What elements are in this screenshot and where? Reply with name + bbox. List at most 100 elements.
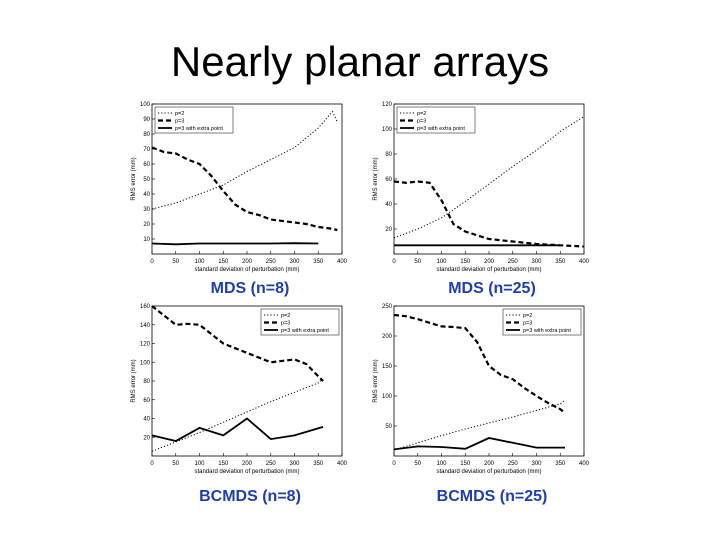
x-tick-label: 300 bbox=[289, 461, 300, 467]
x-tick-label: 150 bbox=[218, 461, 229, 467]
y-tick-label: 30 bbox=[143, 207, 150, 213]
x-tick-label: 100 bbox=[436, 461, 447, 467]
x-tick-label: 400 bbox=[579, 461, 590, 467]
y-tick-label: 40 bbox=[385, 202, 392, 208]
x-tick-label: 100 bbox=[194, 259, 205, 265]
x-axis-label: standard deviation of perturbation (mm) bbox=[436, 267, 541, 273]
y-tick-label: 120 bbox=[382, 102, 393, 108]
caption-bcmds-n8: BCMDS (n=8) bbox=[199, 488, 301, 505]
x-tick-label: 50 bbox=[414, 461, 421, 467]
y-axis-label: RMS error (mm) bbox=[131, 157, 137, 200]
y-tick-label: 120 bbox=[140, 342, 151, 348]
legend-label: p=2 bbox=[175, 111, 184, 117]
x-tick-label: 350 bbox=[313, 259, 324, 265]
y-tick-label: 250 bbox=[382, 304, 393, 310]
series-line-p-3 bbox=[393, 180, 585, 248]
x-tick-label: 0 bbox=[392, 259, 396, 265]
legend-label: p=2 bbox=[281, 313, 290, 319]
x-tick-label: 100 bbox=[194, 461, 205, 467]
chart-svg: 0 50 100 150 200 250 300 350 400 20 40 60 80 100 120 st… bbox=[373, 102, 590, 273]
x-tick-label: 50 bbox=[414, 259, 421, 265]
x-tick-label: 50 bbox=[172, 461, 179, 467]
x-tick-label: 150 bbox=[460, 461, 471, 467]
y-tick-label: 100 bbox=[140, 102, 151, 108]
chart-bcmds-n25: 0 50 100 150 200 250 300 350 400 50 100 150 200 250 st… bbox=[370, 302, 600, 475]
chart-svg: 0 50 100 150 200 250 300 350 400 10 20 30 40 50 60 70 80… bbox=[131, 102, 348, 273]
x-tick-label: 400 bbox=[337, 461, 348, 467]
series-line-p-3-with-extra-point bbox=[151, 417, 324, 442]
x-tick-label: 300 bbox=[531, 461, 542, 467]
y-tick-label: 20 bbox=[143, 222, 150, 228]
y-tick-label: 60 bbox=[385, 177, 392, 183]
y-tick-label: 70 bbox=[143, 147, 150, 153]
legend-label: p=2 bbox=[417, 111, 426, 117]
y-axis-label: RMS error (mm) bbox=[373, 359, 379, 402]
y-tick-label: 50 bbox=[385, 424, 392, 430]
x-axis-label: standard deviation of perturbation (mm) bbox=[436, 469, 541, 475]
legend-label: p=3 bbox=[417, 119, 426, 125]
chart-svg: 0 50 100 150 200 250 300 350 400 20 40 60 80 100 120 14… bbox=[131, 304, 348, 475]
x-tick-label: 400 bbox=[337, 259, 348, 265]
y-tick-label: 150 bbox=[382, 364, 393, 370]
legend-label: p=3 with extra point bbox=[281, 328, 329, 334]
x-tick-label: 150 bbox=[460, 259, 471, 265]
y-axis-label: RMS error (mm) bbox=[373, 157, 379, 200]
caption-mds-n25: MDS (n=25) bbox=[448, 280, 536, 297]
x-tick-label: 400 bbox=[579, 259, 590, 265]
x-tick-label: 250 bbox=[508, 259, 519, 265]
chart-bcmds-n8: 0 50 100 150 200 250 300 350 400 20 40 60 80 100 120 14… bbox=[128, 302, 358, 475]
caption-bcmds-n25: BCMDS (n=25) bbox=[436, 488, 548, 505]
y-tick-label: 160 bbox=[140, 304, 151, 310]
y-tick-label: 200 bbox=[382, 334, 393, 340]
x-tick-label: 350 bbox=[555, 259, 566, 265]
y-tick-label: 60 bbox=[143, 398, 150, 404]
legend-label: p=3 bbox=[175, 119, 184, 125]
x-tick-label: 300 bbox=[531, 259, 542, 265]
x-tick-label: 0 bbox=[392, 461, 396, 467]
legend-label: p=3 bbox=[281, 321, 290, 327]
chart-mds-n8: 0 50 100 150 200 250 300 350 400 10 20 30 40 50 60 70 80… bbox=[128, 100, 358, 273]
y-tick-label: 80 bbox=[385, 152, 392, 158]
caption-mds-n8: MDS (n=8) bbox=[210, 280, 290, 297]
x-tick-label: 200 bbox=[484, 461, 495, 467]
x-tick-label: 350 bbox=[313, 461, 324, 467]
series-line-p-3 bbox=[393, 313, 566, 414]
x-tick-label: 250 bbox=[508, 461, 519, 467]
y-tick-label: 60 bbox=[143, 162, 150, 168]
x-axis-label: standard deviation of perturbation (mm) bbox=[194, 469, 299, 475]
x-tick-label: 100 bbox=[436, 259, 447, 265]
legend-label: p=3 bbox=[523, 321, 532, 327]
y-tick-label: 50 bbox=[143, 177, 150, 183]
legend-label: p=3 with extra point bbox=[523, 328, 571, 334]
series-line-p-2 bbox=[151, 110, 338, 210]
y-tick-label: 100 bbox=[140, 360, 151, 366]
y-tick-label: 100 bbox=[382, 127, 393, 133]
chart-svg: 0 50 100 150 200 250 300 350 400 50 100 150 200 250 st… bbox=[373, 304, 590, 475]
x-tick-label: 0 bbox=[150, 259, 154, 265]
series-line-p-3-with-extra-point bbox=[393, 437, 565, 451]
y-tick-label: 140 bbox=[140, 323, 151, 329]
y-tick-label: 20 bbox=[143, 435, 150, 441]
legend-label: p=3 with extra point bbox=[175, 126, 223, 132]
series-line-p-3 bbox=[151, 146, 338, 232]
x-tick-label: 250 bbox=[266, 461, 277, 467]
y-axis-label: RMS error (mm) bbox=[131, 359, 137, 402]
x-tick-label: 50 bbox=[172, 259, 179, 265]
series-line-p-3-with-extra-point bbox=[151, 242, 319, 246]
y-tick-label: 10 bbox=[143, 237, 150, 243]
y-tick-label: 40 bbox=[143, 417, 150, 423]
x-tick-label: 150 bbox=[218, 259, 229, 265]
x-tick-label: 350 bbox=[555, 461, 566, 467]
x-tick-label: 200 bbox=[242, 259, 253, 265]
slide-title: Nearly planar arrays bbox=[170, 38, 550, 85]
x-tick-label: 200 bbox=[484, 259, 495, 265]
x-tick-label: 200 bbox=[242, 461, 253, 467]
series-line-p-2 bbox=[151, 378, 324, 452]
x-tick-label: 0 bbox=[150, 461, 154, 467]
legend-label: p=3 with extra point bbox=[417, 126, 465, 132]
legend-label: p=2 bbox=[523, 313, 532, 319]
x-tick-label: 300 bbox=[289, 259, 300, 265]
series-line-p-2 bbox=[393, 116, 585, 239]
y-tick-label: 40 bbox=[143, 192, 150, 198]
x-tick-label: 250 bbox=[266, 259, 277, 265]
